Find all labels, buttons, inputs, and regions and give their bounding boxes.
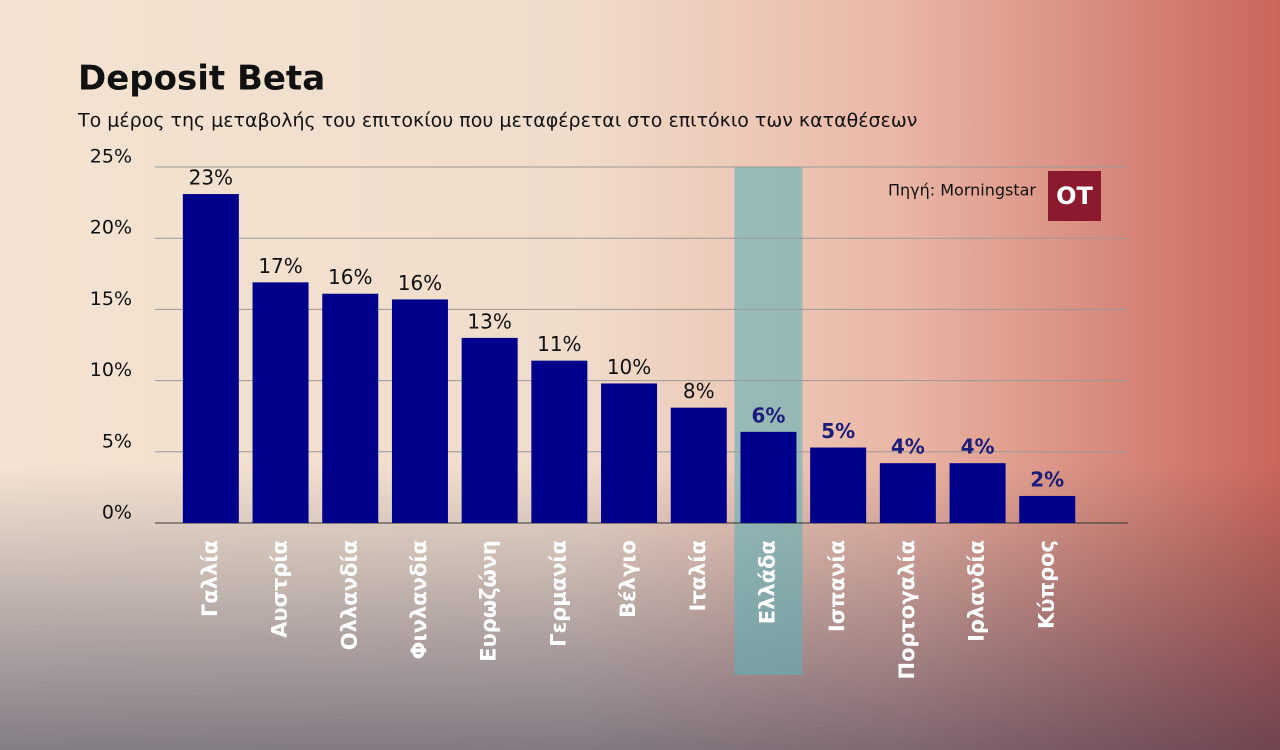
bar — [949, 463, 1006, 523]
x-tick-label: Γαλλία — [198, 540, 222, 617]
x-tick-label: Ολλανδία — [337, 540, 361, 650]
value-label: 10% — [607, 355, 651, 379]
logo-box — [1048, 171, 1101, 221]
y-tick-label: 5% — [102, 430, 132, 452]
y-tick-label: 10% — [90, 359, 132, 381]
logo: OT — [1056, 182, 1093, 210]
value-label: 13% — [467, 309, 511, 333]
x-tick-label: Γερμανία — [546, 540, 570, 647]
value-label: 16% — [398, 271, 442, 295]
value-label: 6% — [751, 403, 785, 427]
y-tick-label: 0% — [102, 502, 132, 524]
bar — [252, 282, 309, 523]
value-label: 23% — [189, 166, 233, 190]
bar — [879, 463, 936, 523]
x-tick-label: Αυστρία — [268, 540, 292, 638]
x-tick-label: Πορτογαλία — [895, 540, 919, 680]
bar — [182, 194, 239, 523]
x-tick-label: Ευρωζώνη — [477, 540, 501, 662]
y-tick-label: 20% — [90, 217, 132, 239]
x-tick-label: Ιταλία — [686, 540, 710, 612]
value-label: 16% — [328, 265, 372, 289]
source: Πηγή: Morningstar — [888, 181, 1036, 200]
bar — [322, 293, 379, 523]
x-tick-label: Φινλανδία — [407, 540, 431, 659]
chart-title: Deposit Beta — [78, 59, 325, 99]
value-label: 11% — [537, 332, 581, 356]
value-label: 8% — [683, 379, 715, 403]
highlight-band — [734, 167, 803, 675]
bar — [391, 299, 448, 523]
x-tick-label: Κύπρος — [1034, 540, 1058, 629]
bar — [740, 431, 797, 523]
x-tick-label: Ιρλανδία — [965, 540, 989, 642]
bar — [1019, 495, 1076, 523]
value-label: 17% — [258, 254, 302, 278]
bar — [810, 447, 867, 523]
value-label: 2% — [1030, 467, 1064, 491]
bar — [601, 383, 658, 523]
x-tick-label: Ελλάδα — [755, 540, 779, 624]
bar — [670, 407, 727, 523]
value-label: 5% — [821, 419, 855, 443]
y-tick-label: 25% — [90, 146, 132, 168]
value-label: 4% — [961, 435, 995, 459]
bar — [461, 337, 518, 523]
chart-subtitle: Το μέρος της μεταβολής του επιτοκίου που… — [77, 110, 917, 132]
y-tick-label: 15% — [90, 288, 132, 310]
x-tick-label: Βέλγιο — [616, 540, 640, 618]
bar — [531, 360, 588, 523]
x-tick-label: Ισπανία — [825, 540, 849, 632]
value-label: 4% — [891, 435, 925, 459]
